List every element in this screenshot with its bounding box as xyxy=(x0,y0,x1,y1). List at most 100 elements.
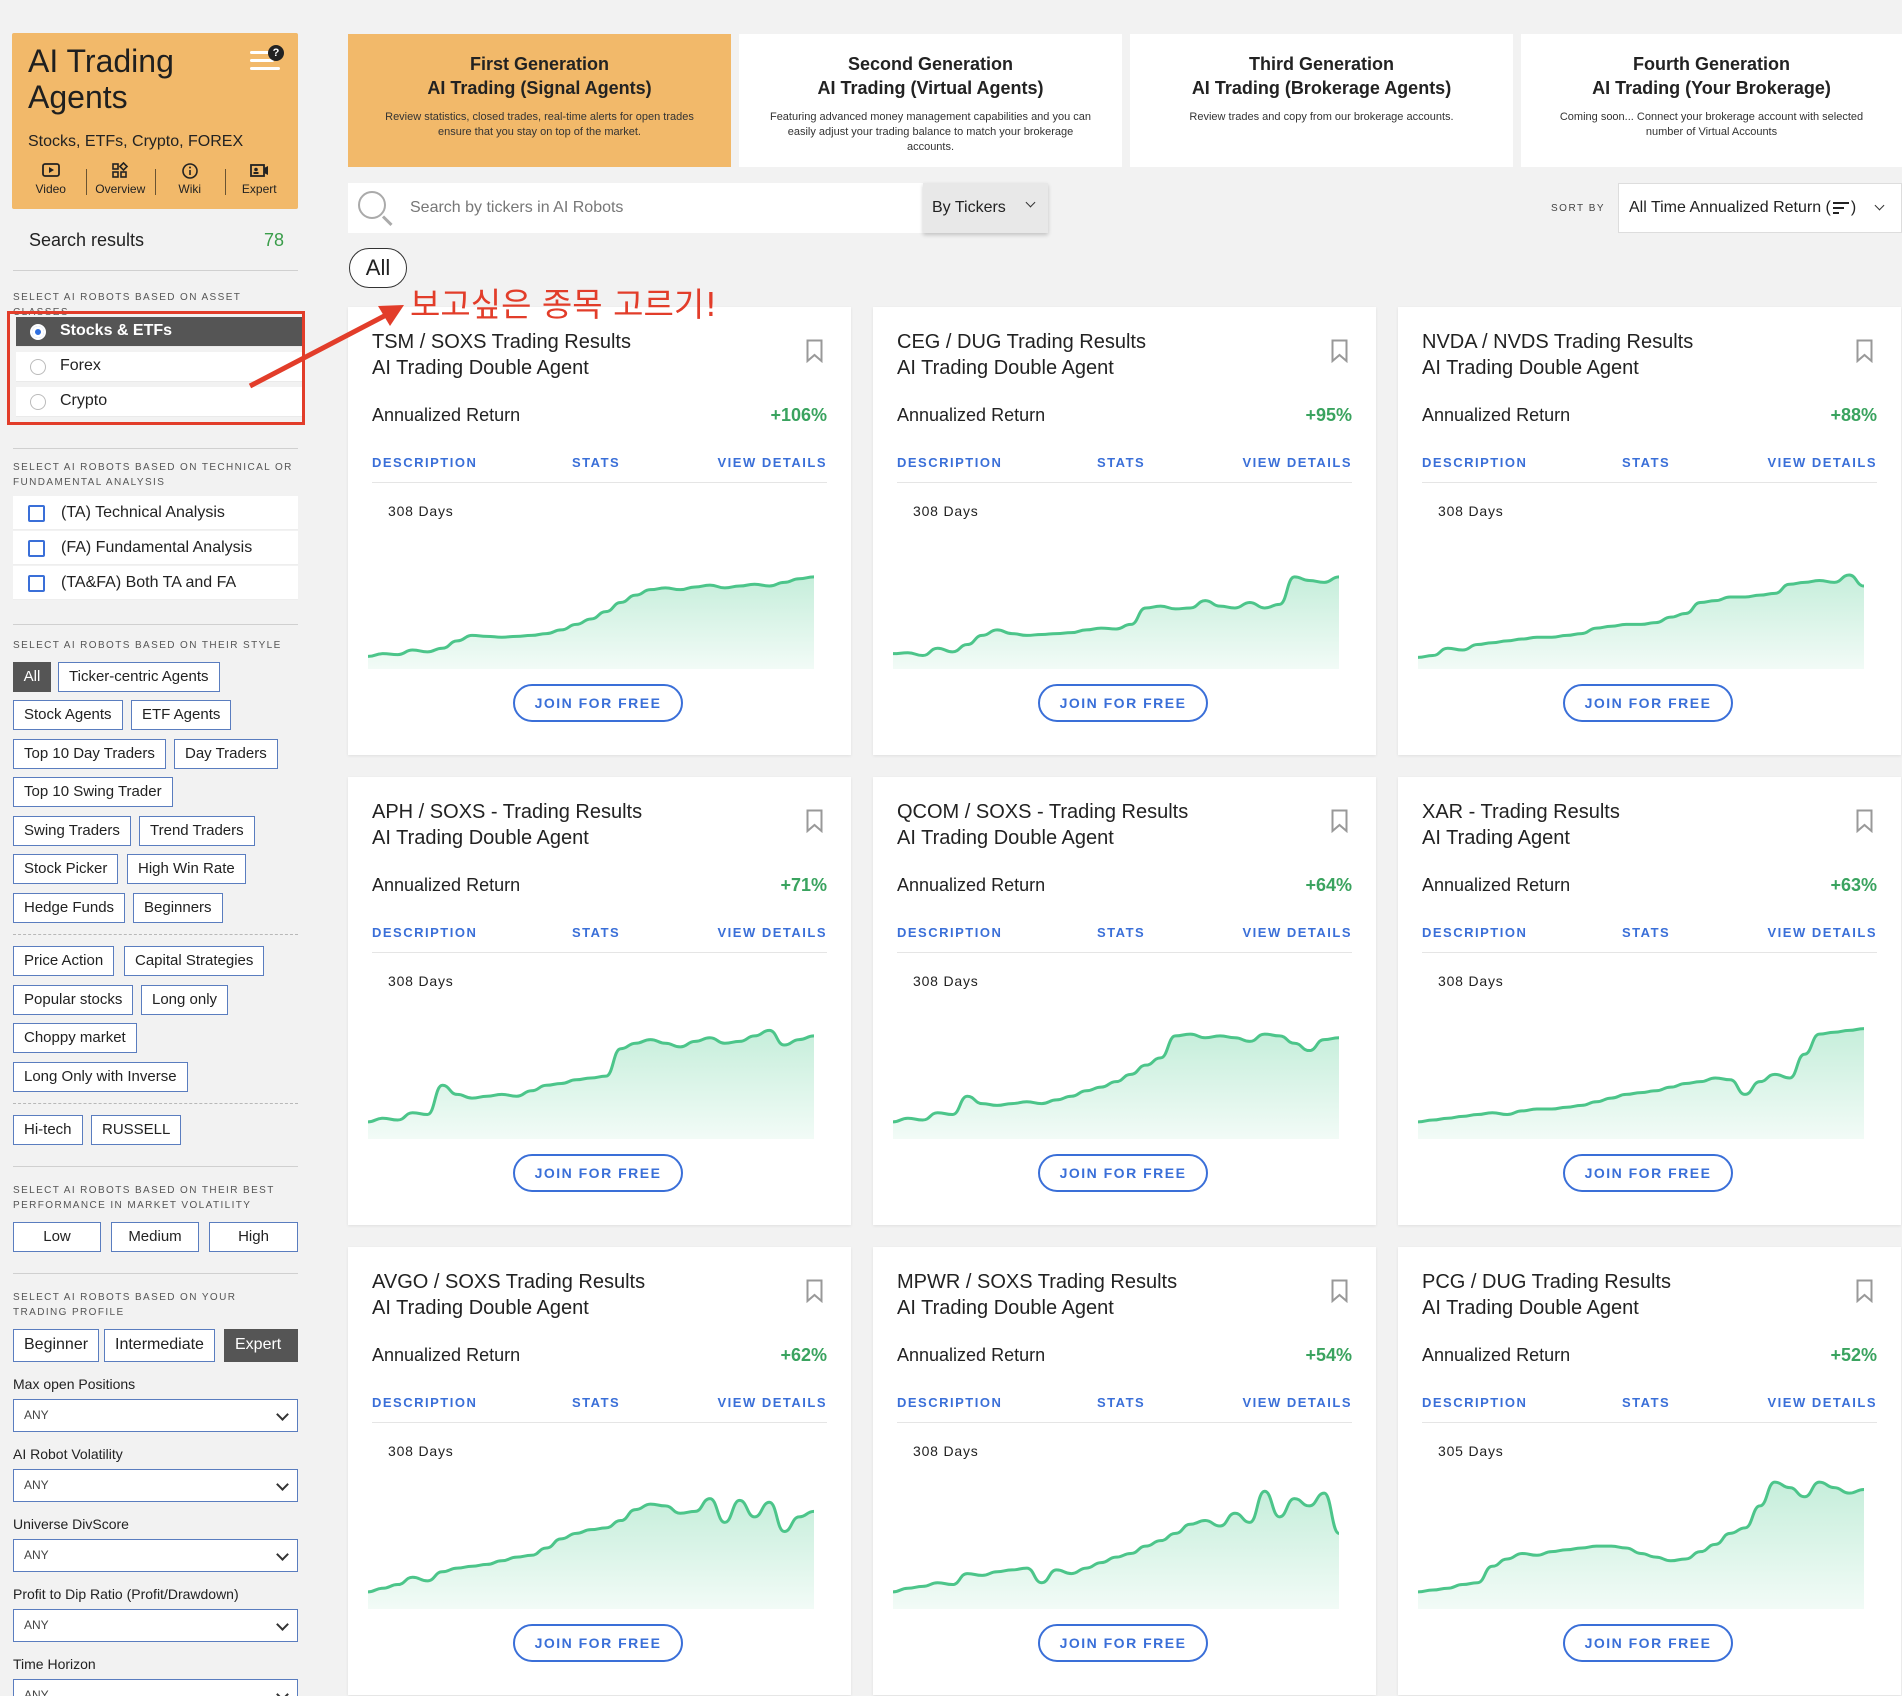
search-mode-dropdown[interactable]: By Tickers xyxy=(923,183,1048,233)
profile-beginner[interactable]: Beginner xyxy=(13,1329,100,1362)
volatility-low[interactable]: Low xyxy=(13,1222,101,1252)
card-title[interactable]: APH / SOXS - Trading Results AI Trading D… xyxy=(372,801,643,849)
radio-button[interactable] xyxy=(30,394,46,410)
tab-stats[interactable]: STATS xyxy=(572,925,621,940)
nav-overview[interactable]: Overview xyxy=(85,159,156,203)
style-tag[interactable]: Long Only with Inverse xyxy=(13,1062,188,1092)
agent-card[interactable]: AVGO / SOXS Trading Results AI Trading Do… xyxy=(348,1247,851,1695)
agent-card[interactable]: NVDA / NVDS Trading Results AI Trading Do… xyxy=(1398,307,1901,755)
radio-button[interactable] xyxy=(30,324,46,340)
card-title[interactable]: PCG / DUG Trading Results AI Trading Doub… xyxy=(1422,1271,1671,1319)
style-tag[interactable]: Trend Traders xyxy=(139,816,255,846)
bookmark-icon[interactable] xyxy=(1856,1279,1873,1303)
style-tag[interactable]: Beginners xyxy=(133,893,223,923)
card-title[interactable]: TSM / SOXS Trading Results AI Trading Dou… xyxy=(372,331,631,379)
analysis-option-fa[interactable]: (FA) Fundamental Analysis xyxy=(13,531,298,565)
join-for-free-button[interactable]: JOIN FOR FREE xyxy=(513,1624,683,1662)
agent-card[interactable]: MPWR / SOXS Trading Results AI Trading Do… xyxy=(873,1247,1376,1695)
tab-stats[interactable]: STATS xyxy=(1097,1395,1146,1410)
style-tag[interactable]: Choppy market xyxy=(13,1023,137,1053)
generation-card-fourth[interactable]: Fourth Generation AI Trading (Your Broker… xyxy=(1521,34,1902,167)
style-tag[interactable]: Price Action xyxy=(13,946,115,976)
join-for-free-button[interactable]: JOIN FOR FREE xyxy=(1038,1624,1208,1662)
card-title[interactable]: CEG / DUG Trading Results AI Trading Doub… xyxy=(897,331,1146,379)
nav-expert[interactable]: Expert xyxy=(224,159,295,203)
bookmark-icon[interactable] xyxy=(806,1279,823,1303)
profile-expert[interactable]: Expert xyxy=(224,1329,298,1362)
join-for-free-button[interactable]: JOIN FOR FREE xyxy=(1563,684,1733,722)
style-tag[interactable]: Stock Picker xyxy=(13,854,119,884)
profile-intermediate[interactable]: Intermediate xyxy=(104,1329,215,1362)
card-title[interactable]: NVDA / NVDS Trading Results AI Trading Do… xyxy=(1422,331,1694,379)
agent-card[interactable]: QCOM / SOXS - Trading Results AI Trading … xyxy=(873,777,1376,1225)
checkbox[interactable] xyxy=(28,505,45,522)
checkbox[interactable] xyxy=(28,575,45,592)
card-title[interactable]: XAR - Trading Results AI Trading Agent xyxy=(1422,801,1620,849)
agent-card[interactable]: CEG / DUG Trading Results AI Trading Doub… xyxy=(873,307,1376,755)
divscore-select[interactable]: ANY xyxy=(13,1539,298,1572)
style-tag[interactable]: Top 10 Swing Trader xyxy=(13,777,173,807)
agent-card[interactable]: APH / SOXS - Trading Results AI Trading D… xyxy=(348,777,851,1225)
tab-view-details[interactable]: VIEW DETAILS xyxy=(1242,455,1352,470)
style-tag[interactable]: Stock Agents xyxy=(13,700,123,730)
max-positions-select[interactable]: ANY xyxy=(13,1399,298,1432)
join-for-free-button[interactable]: JOIN FOR FREE xyxy=(513,1154,683,1192)
join-for-free-button[interactable]: JOIN FOR FREE xyxy=(1563,1624,1733,1662)
style-tag[interactable]: Capital Strategies xyxy=(124,946,265,976)
volatility-medium[interactable]: Medium xyxy=(111,1222,199,1252)
bookmark-icon[interactable] xyxy=(1331,1279,1348,1303)
tab-view-details[interactable]: VIEW DETAILS xyxy=(1242,925,1352,940)
card-title[interactable]: AVGO / SOXS Trading Results AI Trading Do… xyxy=(372,1271,646,1319)
join-for-free-button[interactable]: JOIN FOR FREE xyxy=(1563,1154,1733,1192)
generation-card-first[interactable]: First Generation AI Trading (Signal Agent… xyxy=(348,34,731,167)
asset-option-stocks[interactable]: Stocks & ETFs xyxy=(16,317,302,347)
join-for-free-button[interactable]: JOIN FOR FREE xyxy=(1038,1154,1208,1192)
asset-option-crypto[interactable]: Crypto xyxy=(16,387,302,417)
nav-video[interactable]: Video xyxy=(16,159,86,203)
tab-description[interactable]: DESCRIPTION xyxy=(1422,455,1528,470)
tab-view-details[interactable]: VIEW DETAILS xyxy=(1767,455,1877,470)
tab-stats[interactable]: STATS xyxy=(1097,925,1146,940)
tab-description[interactable]: DESCRIPTION xyxy=(897,1395,1003,1410)
analysis-option-both[interactable]: (TA&FA) Both TA and FA xyxy=(13,566,298,600)
style-tag[interactable]: Ticker-centric Agents xyxy=(58,662,220,692)
join-for-free-button[interactable]: JOIN FOR FREE xyxy=(513,684,683,722)
style-tag[interactable]: Day Traders xyxy=(174,739,278,769)
sort-select[interactable]: All Time Annualized Return () xyxy=(1618,183,1902,233)
style-tag[interactable]: High Win Rate xyxy=(127,854,246,884)
bookmark-icon[interactable] xyxy=(1856,809,1873,833)
checkbox[interactable] xyxy=(28,540,45,557)
bookmark-icon[interactable] xyxy=(1331,809,1348,833)
tab-description[interactable]: DESCRIPTION xyxy=(372,925,478,940)
tab-stats[interactable]: STATS xyxy=(572,1395,621,1410)
agent-card[interactable]: XAR - Trading Results AI Trading Agent An… xyxy=(1398,777,1901,1225)
tab-view-details[interactable]: VIEW DETAILS xyxy=(717,455,827,470)
volatility-select[interactable]: ANY xyxy=(13,1469,298,1502)
tab-view-details[interactable]: VIEW DETAILS xyxy=(717,1395,827,1410)
style-tag[interactable]: Hedge Funds xyxy=(13,893,126,923)
style-tag[interactable]: Long only xyxy=(141,985,229,1015)
volatility-high[interactable]: High xyxy=(209,1222,298,1252)
tab-stats[interactable]: STATS xyxy=(1622,1395,1671,1410)
search-input[interactable] xyxy=(410,195,910,221)
asset-option-forex[interactable]: Forex xyxy=(16,352,302,382)
tab-stats[interactable]: STATS xyxy=(1622,455,1671,470)
bookmark-icon[interactable] xyxy=(1856,339,1873,363)
tab-view-details[interactable]: VIEW DETAILS xyxy=(1767,925,1877,940)
tab-stats[interactable]: STATS xyxy=(1097,455,1146,470)
agent-card[interactable]: TSM / SOXS Trading Results AI Trading Dou… xyxy=(348,307,851,755)
style-tag[interactable]: Top 10 Day Traders xyxy=(13,739,166,769)
bookmark-icon[interactable] xyxy=(1331,339,1348,363)
radio-button[interactable] xyxy=(30,359,46,375)
profit-dip-select[interactable]: ANY xyxy=(13,1609,298,1642)
tab-description[interactable]: DESCRIPTION xyxy=(1422,1395,1528,1410)
time-horizon-select[interactable]: ANY xyxy=(13,1679,298,1696)
bookmark-icon[interactable] xyxy=(806,339,823,363)
analysis-option-ta[interactable]: (TA) Technical Analysis xyxy=(13,496,298,530)
tab-description[interactable]: DESCRIPTION xyxy=(1422,925,1528,940)
style-tag[interactable]: Hi-tech xyxy=(13,1115,83,1145)
tab-description[interactable]: DESCRIPTION xyxy=(372,455,478,470)
tab-description[interactable]: DESCRIPTION xyxy=(897,925,1003,940)
tab-stats[interactable]: STATS xyxy=(1622,925,1671,940)
generation-card-second[interactable]: Second Generation AI Trading (Virtual Age… xyxy=(739,34,1122,167)
